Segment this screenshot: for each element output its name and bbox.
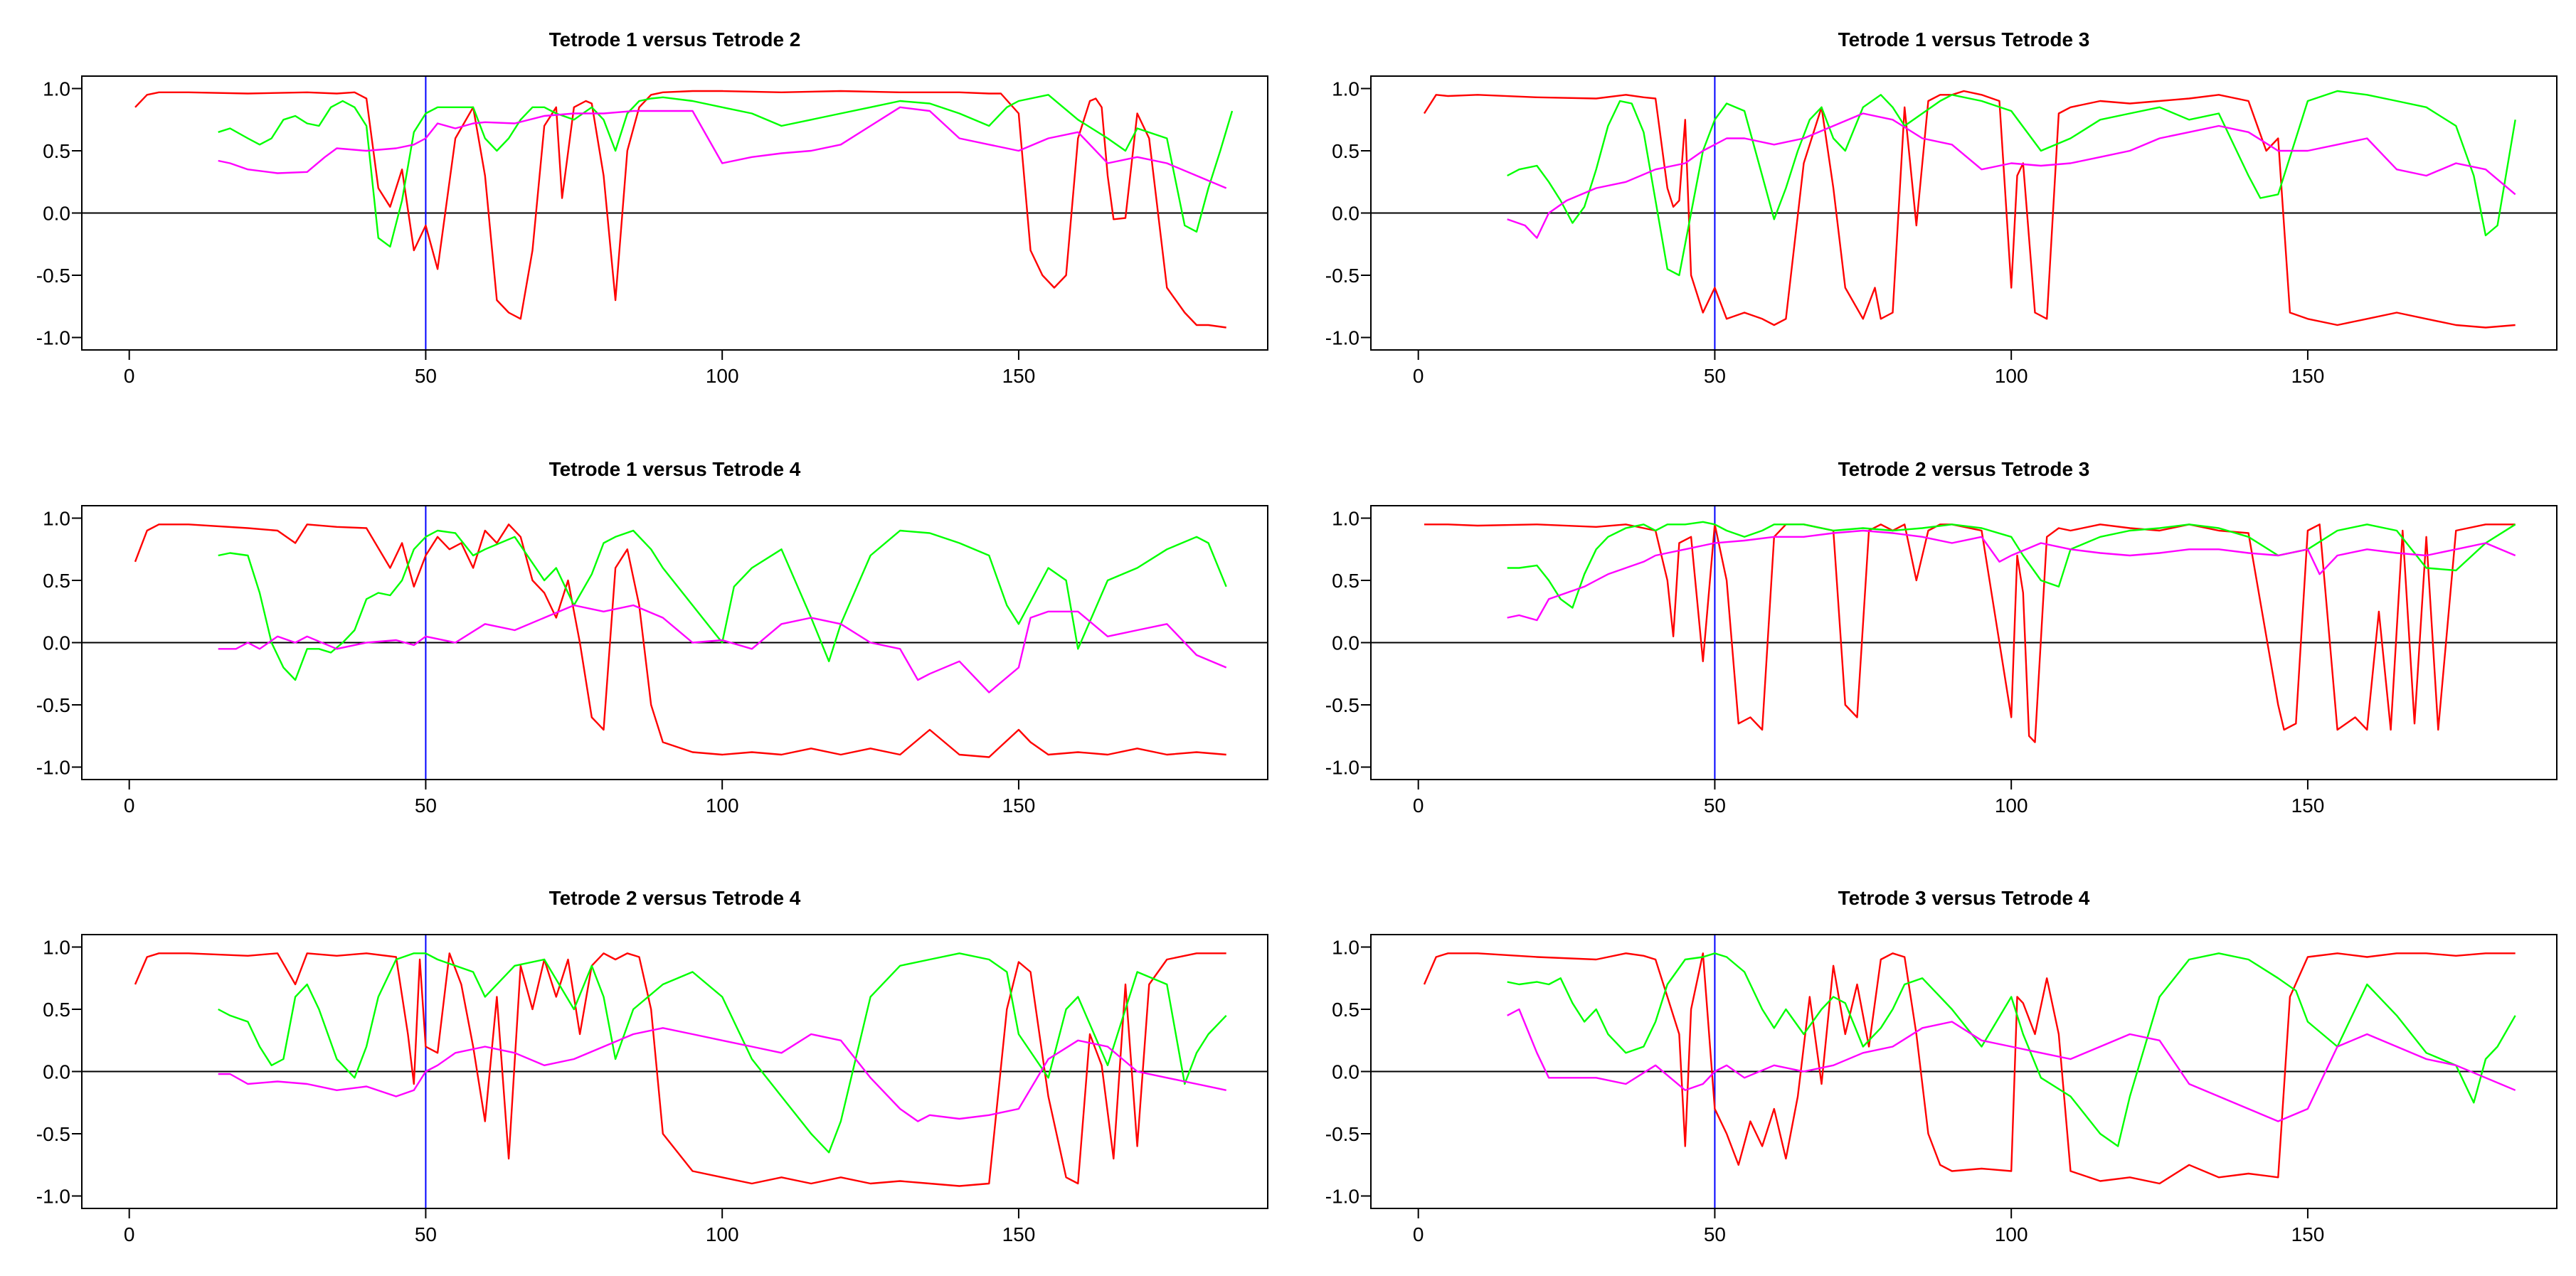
chart-5-x-tick-label: 50: [415, 1223, 437, 1245]
chart-6-panel: Tetrode 3 versus Tetrode 4 0 50 100 150 1.0 0.…: [1325, 887, 2558, 1245]
chart-1-series-magenta: [218, 106, 1227, 189]
chart-2-x-tick-label: 0: [1413, 365, 1424, 387]
chart-5-series-green: [218, 952, 1227, 1154]
chart-5-x-tick-label: 100: [706, 1223, 739, 1245]
chart-2-y-tick-label: 0.0: [1332, 203, 1359, 225]
chart-3-title: Tetrode 1 versus Tetrode 4: [549, 458, 801, 480]
chart-3-series-red: [134, 523, 1226, 758]
chart-1-y-tick-label: 0.0: [43, 203, 70, 225]
chart-4-y-tick-label: 0.0: [1332, 632, 1359, 654]
chart-2-series-red: [1423, 90, 2516, 329]
chart-5-panel: Tetrode 2 versus Tetrode 4 0 50 100 150 1.0 0.…: [36, 887, 1268, 1245]
chart-5-y-tick-label: -1.0: [36, 1186, 70, 1208]
chart-4-x-tick-label: 0: [1413, 794, 1424, 817]
chart-5-series-red: [134, 952, 1226, 1187]
chart-3-series-green: [218, 529, 1227, 681]
chart-5-x-tick-label: 150: [1002, 1223, 1036, 1245]
chart-5-x-tick-label: 0: [124, 1223, 135, 1245]
chart-2-series-magenta: [1507, 112, 2516, 239]
chart-4-title: Tetrode 2 versus Tetrode 3: [1838, 458, 2090, 480]
chart-2-x-tick-label: 100: [1995, 365, 2028, 387]
chart-3-series-magenta: [218, 604, 1227, 693]
chart-4-y-tick-label: 0.5: [1332, 570, 1359, 592]
chart-5-y-tick-label: 1.0: [43, 937, 70, 959]
chart-1-series-red: [134, 90, 1226, 329]
chart-5-y-tick-label: 0.0: [43, 1061, 70, 1083]
chart-6-y-tick-label: -1.0: [1325, 1186, 1359, 1208]
chart-1-x-tick-label: 150: [1002, 365, 1036, 387]
chart-4-series-magenta: [1507, 529, 2516, 622]
chart-6-x-tick-label: 50: [1704, 1223, 1726, 1245]
chart-1-y-tick-label: 0.5: [43, 140, 70, 162]
chart-3-y-tick-label: 0.0: [43, 632, 70, 654]
chart-4-x-tick-label: 50: [1704, 794, 1726, 817]
chart-4-x-tick-label: 150: [2291, 794, 2325, 817]
chart-1-x-tick-label: 100: [706, 365, 739, 387]
chart-3-x-tick-label: 150: [1002, 794, 1036, 817]
chart-3-y-tick-label: -0.5: [36, 694, 70, 716]
chart-3-y-tick-label: -1.0: [36, 757, 70, 779]
chart-6-y-tick-label: 1.0: [1332, 937, 1359, 959]
chart-6-x-tick-label: 150: [2291, 1223, 2325, 1245]
chart-2-y-tick-label: 1.0: [1332, 78, 1359, 100]
chart-6-x-tick-label: 100: [1995, 1223, 2028, 1245]
chart-4-x-tick-label: 100: [1995, 794, 2028, 817]
chart-2-y-tick-label: 0.5: [1332, 140, 1359, 162]
chart-1-y-tick-label: -0.5: [36, 265, 70, 287]
chart-3-y-tick-label: 1.0: [43, 508, 70, 530]
chart-3-x-tick-label: 100: [706, 794, 739, 817]
chart-1-x-tick-label: 50: [415, 365, 437, 387]
chart-6-series-green: [1507, 952, 2516, 1147]
chart-4-series-red: [1424, 523, 2516, 743]
chart-6-y-tick-label: 0.5: [1332, 999, 1359, 1021]
chart-1-y-tick-label: -1.0: [36, 327, 70, 349]
chart-2-x-tick-label: 50: [1704, 365, 1726, 387]
chart-2-y-tick-label: -0.5: [1325, 265, 1359, 287]
chart-2-y-tick-label: -1.0: [1325, 327, 1359, 349]
chart-5-title: Tetrode 2 versus Tetrode 4: [549, 887, 801, 909]
chart-4-y-tick-label: 1.0: [1332, 508, 1359, 530]
chart-2-series-green: [1507, 90, 2516, 277]
chart-1-title: Tetrode 1 versus Tetrode 2: [549, 28, 801, 50]
chart-4-y-tick-label: -1.0: [1325, 757, 1359, 779]
chart-5-y-tick-label: 0.5: [43, 999, 70, 1021]
chart-3-panel: Tetrode 1 versus Tetrode 4 0 50 100 150 1.0 0.…: [36, 458, 1268, 817]
chart-2-x-tick-label: 150: [2291, 365, 2325, 387]
chart-4-y-tick-label: -0.5: [1325, 694, 1359, 716]
chart-2-title: Tetrode 1 versus Tetrode 3: [1838, 28, 2090, 50]
chart-1-x-tick-label: 0: [124, 365, 135, 387]
chart-3-x-tick-label: 0: [124, 794, 135, 817]
chart-5-y-tick-label: -0.5: [36, 1123, 70, 1145]
chart-6-x-tick-label: 0: [1413, 1223, 1424, 1245]
chart-6-title: Tetrode 3 versus Tetrode 4: [1838, 887, 2090, 909]
chart-3-y-tick-label: 0.5: [43, 570, 70, 592]
chart-6-y-tick-label: 0.0: [1332, 1061, 1359, 1083]
chart-4-panel: Tetrode 2 versus Tetrode 3 0 50 100 150 1.0 0.…: [1325, 458, 2558, 817]
chart-2-panel: Tetrode 1 versus Tetrode 3 0 50 100 150 1.0 0.…: [1325, 28, 2558, 387]
chart-6-y-tick-label: -0.5: [1325, 1123, 1359, 1145]
chart-5-series-magenta: [218, 1027, 1226, 1122]
chart-1-y-tick-label: 1.0: [43, 78, 70, 100]
chart-6-series-red: [1423, 952, 2516, 1185]
chart-3-x-tick-label: 50: [415, 794, 437, 817]
chart-1-panel: Tetrode 1 versus Tetrode 2 0 50 100 150 1.0 0.…: [36, 28, 1268, 387]
chart-6-series-magenta: [1507, 1008, 2516, 1122]
